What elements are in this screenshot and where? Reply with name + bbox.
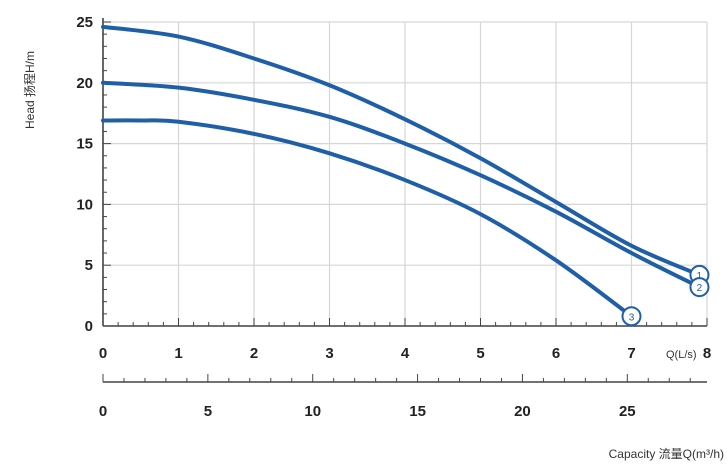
grid [102,21,708,327]
secondary-x-tick-label: 15 [409,403,426,420]
y-tick-label: 25 [76,14,93,31]
series-marker-label-2: 2 [697,283,703,294]
x-tick-label: 4 [401,345,410,362]
x-tick-label: 7 [627,345,635,362]
y-tick-label: 10 [76,196,93,213]
x-axis-unit-label: Q(L/s) [666,349,697,361]
secondary-x-tick-label: 5 [204,403,212,420]
x-tick-label: 2 [250,345,258,362]
y-tick-label: 20 [76,75,93,92]
y-tick-label: 5 [85,257,93,274]
x-tick-label: 0 [99,345,107,362]
x-tick-label: 5 [476,345,484,362]
secondary-x-tick-label: 25 [619,403,636,420]
series-line-3 [101,118,634,319]
x-tick-label: 8 [703,345,711,362]
series-markers: 12 3 [621,264,710,327]
series-marker-label-3: 3 [629,312,635,323]
secondary-x-tick-label: 0 [99,403,107,420]
y-axis-title: Head 扬程H/m [22,51,37,129]
series-marker-2 [689,277,710,298]
series-layer [101,24,702,319]
x-tick-label: 6 [552,345,560,362]
series-marker-label-1: 1 [697,271,703,282]
y-tick-label: 15 [76,136,93,153]
series-line-2 [101,80,702,290]
secondary-x-tick-label: 20 [514,403,531,420]
series-line-1 [101,24,702,277]
series-marker-3 [621,306,642,327]
x-tick-label: 3 [325,345,333,362]
x-axis-title: Capacity 流量Q(m³/h) [609,447,724,461]
secondary-x-tick-label: 10 [304,403,321,420]
x-tick-label: 1 [174,345,182,362]
y-tick-label: 0 [85,318,93,335]
